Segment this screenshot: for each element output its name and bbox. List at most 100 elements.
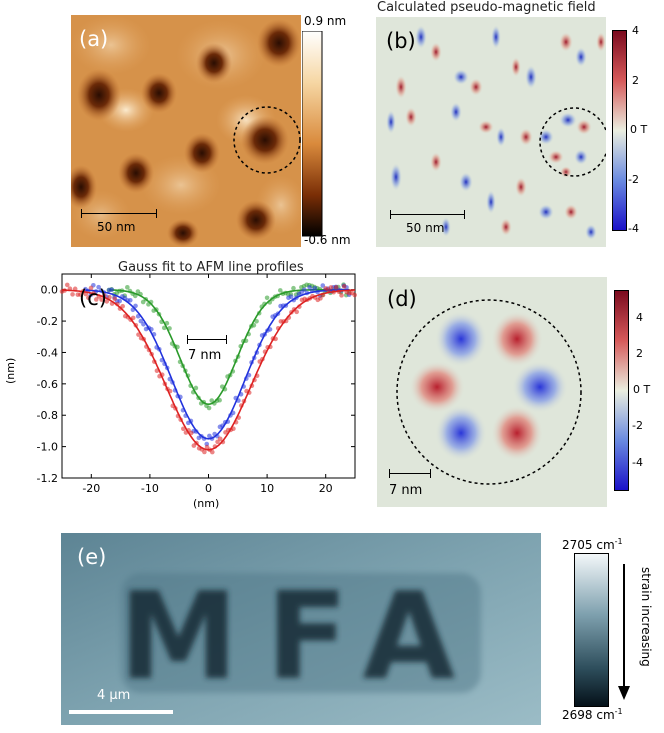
colorbar-bottom-label: 2698 cm-1 (562, 707, 623, 722)
data-point-red (99, 297, 104, 302)
scale-bar-label: 7 nm (188, 348, 222, 363)
data-point-blue (138, 318, 144, 324)
panel-label: (d) (387, 287, 417, 311)
scale-bar (389, 469, 431, 478)
x-tick-label: 10 (260, 482, 274, 495)
y-tick-label: -0.4 (37, 346, 58, 359)
scale-bar-label: 50 nm (97, 220, 136, 234)
colorbar-tick: 2 (636, 347, 643, 360)
data-point-blue (302, 287, 307, 293)
y-tick-label: -0.6 (37, 378, 58, 391)
scale-bar (69, 710, 173, 714)
panel-a: (a) 50 nm (65, 15, 306, 247)
data-point-green (291, 285, 296, 291)
panel-b-title: Calculated pseudo-magnetic field (377, 0, 596, 15)
y-tick-label: 0.0 (41, 284, 59, 297)
data-point-green (209, 398, 215, 403)
colorbar-b (612, 30, 627, 231)
scale-bar-label: 4 μm (97, 688, 131, 703)
scale-bar (81, 209, 157, 218)
colorbar-tick: 2 (632, 74, 639, 87)
colorbar-tick: 4 (636, 311, 643, 324)
down-arrow-icon (618, 564, 630, 700)
arrow-label: strain increasing (639, 567, 653, 667)
model-field-map (377, 277, 607, 507)
data-point-red (88, 285, 94, 291)
data-point-blue (96, 284, 101, 290)
fit-line-green (108, 288, 350, 406)
data-point-blue (288, 294, 294, 299)
colorbar-tick: -2 (632, 419, 643, 432)
scale-bar-label: 7 nm (389, 483, 423, 498)
afm-topography-image (65, 15, 306, 247)
data-point-red (86, 295, 91, 301)
data-point-red (78, 292, 83, 297)
data-point-red (341, 284, 347, 289)
data-point-green (206, 405, 212, 411)
field-lobes (409, 311, 568, 461)
panel-label: (c) (79, 286, 107, 310)
raman-strain-map: MFA (61, 533, 541, 725)
data-point-red (202, 449, 207, 455)
data-point-red (181, 426, 186, 432)
data-point-green (264, 295, 270, 301)
panel-label: (a) (79, 27, 109, 51)
data-point-green (217, 397, 222, 403)
scale-bar (390, 210, 465, 219)
data-point-red (70, 292, 75, 297)
data-point-red (217, 436, 223, 442)
data-point-red (120, 303, 125, 309)
x-tick-label: -20 (82, 482, 100, 495)
colorbar-min-label: -0.6 nm (304, 233, 351, 247)
colorbar-tick: -4 (628, 222, 639, 235)
data-point-red (215, 439, 220, 445)
pseudo-magnetic-field-map (376, 17, 609, 247)
scale-bar-label: 50 nm (406, 221, 445, 235)
line-profile-chart: -20 -10 0 10 20 0.0 -0.2 -0.4 -0.6 -0.8 -1.0 -1.2 (37, 273, 358, 495)
x-tick-label: 20 (319, 482, 333, 495)
x-tick-label: 0 (205, 482, 212, 495)
data-point-green (254, 318, 259, 324)
data-point-blue (133, 303, 138, 309)
data-point-red (328, 285, 334, 290)
data-point-blue (117, 298, 123, 304)
chart-title: Gauss fit to AFM line profiles (118, 260, 304, 275)
letters: MFA (119, 568, 484, 707)
colorbar-max-label: 0.9 nm (304, 14, 347, 28)
y-axis-label: (nm) (4, 357, 17, 384)
data-point-green (125, 285, 130, 290)
data-point-red (294, 309, 299, 315)
colorbar-tick: -4 (632, 456, 643, 469)
data-point-blue (312, 285, 318, 291)
x-axis-label: (nm) (193, 497, 220, 510)
data-point-blue (320, 283, 326, 288)
fit-line-blue (85, 289, 350, 440)
colorbar-top-label: 2705 cm-1 (562, 537, 623, 552)
colorbar-d (614, 290, 629, 491)
y-tick-label: -0.2 (37, 315, 58, 328)
data-point-red (333, 285, 339, 290)
data-point-red (130, 315, 136, 321)
y-tick-label: -1.0 (37, 441, 58, 454)
data-point-blue (109, 287, 115, 292)
data-point-blue (141, 322, 146, 327)
data-point-blue (127, 298, 133, 303)
panel-label: (e) (77, 545, 107, 569)
colorbar-a (302, 31, 323, 237)
data-point-green (277, 288, 283, 293)
panel-e: MFA (e) 4 μm (61, 533, 541, 725)
data-point-green (193, 385, 199, 391)
panel-label: (b) (386, 29, 416, 53)
data-point-red (339, 293, 344, 298)
y-tick-label: -1.2 (37, 472, 58, 485)
fit-line-red (62, 289, 355, 451)
data-point-red (352, 292, 358, 298)
data-point-red (318, 296, 323, 301)
highlight-circle (233, 106, 301, 174)
colorbar-tick: 0 T (630, 123, 648, 136)
x-tick-label: -10 (141, 482, 159, 495)
colorbar-e (574, 553, 609, 707)
panel-d: (d) 7 nm (377, 277, 607, 507)
scale-bar (187, 335, 227, 344)
panel-b: (b) 50 nm (376, 17, 609, 247)
